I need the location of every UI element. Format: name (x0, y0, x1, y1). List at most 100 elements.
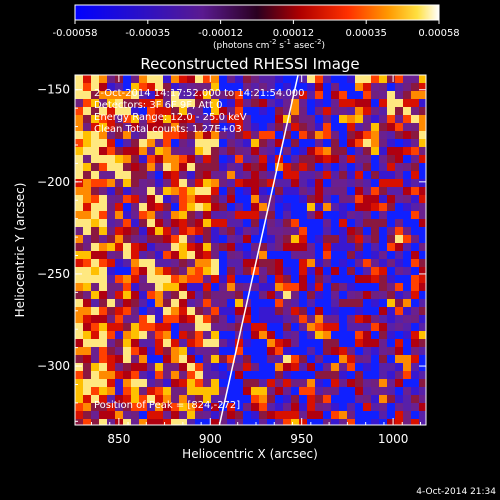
heatmap-cell (211, 163, 219, 171)
heatmap-cell (363, 299, 371, 307)
heatmap-cell (331, 203, 339, 211)
heatmap-cell (107, 307, 115, 315)
heatmap-cell (91, 299, 99, 307)
heatmap-cell (395, 411, 403, 419)
heatmap-cell (307, 331, 315, 339)
heatmap-cell (259, 155, 267, 163)
heatmap-cell (419, 259, 426, 267)
colorbar-tick-label: 0.00012 (273, 28, 314, 39)
heatmap-cell (323, 323, 331, 331)
heatmap-cell (339, 339, 347, 347)
heatmap-cell (219, 299, 227, 307)
heatmap-cell (243, 387, 251, 395)
heatmap-cell (195, 131, 203, 139)
heatmap-cell (363, 171, 371, 179)
heatmap-cell (395, 419, 403, 425)
heatmap-cell (251, 203, 259, 211)
heatmap-cell (227, 243, 235, 251)
heatmap-cell (419, 211, 426, 219)
heatmap-cell (299, 235, 307, 243)
heatmap-cell (123, 379, 131, 387)
heatmap-cell (211, 139, 219, 147)
heatmap-cell (275, 395, 283, 403)
heatmap-cell (179, 227, 187, 235)
heatmap-cell (347, 387, 355, 395)
heatmap-cell (403, 203, 411, 211)
heatmap-cell (331, 291, 339, 299)
heatmap-cell (403, 363, 411, 371)
heatmap-cell (419, 379, 426, 387)
heatmap-cell (131, 267, 139, 275)
heatmap-cell (347, 99, 355, 107)
heatmap-cell (299, 299, 307, 307)
heatmap-cell (163, 91, 171, 99)
heatmap-cell (331, 227, 339, 235)
heatmap-cell (155, 147, 163, 155)
heatmap-cell (403, 107, 411, 115)
heatmap-cell (259, 307, 267, 315)
heatmap-cell (115, 123, 123, 131)
heatmap-cell (331, 171, 339, 179)
heatmap-cell (403, 331, 411, 339)
heatmap-cell (107, 147, 115, 155)
heatmap-cell (299, 251, 307, 259)
heatmap-cell (259, 147, 267, 155)
heatmap-cell (187, 283, 195, 291)
heatmap-cell (379, 251, 387, 259)
heatmap-cell (235, 147, 243, 155)
heatmap-cell (227, 179, 235, 187)
heatmap-cell (211, 387, 219, 395)
heatmap-cell (251, 131, 259, 139)
heatmap-cell (283, 243, 291, 251)
heatmap-cell (243, 259, 251, 267)
heatmap-cell (131, 291, 139, 299)
heatmap-cell (339, 355, 347, 363)
heatmap-cell (403, 275, 411, 283)
heatmap-cell (99, 259, 107, 267)
heatmap-cell (347, 139, 355, 147)
heatmap-cell (387, 395, 395, 403)
heatmap-cell (195, 259, 203, 267)
heatmap-cell (147, 331, 155, 339)
heatmap-cell (163, 171, 171, 179)
heatmap-cell (99, 147, 107, 155)
heatmap-cell (139, 91, 147, 99)
heatmap-cell (299, 139, 307, 147)
heatmap-cell (179, 179, 187, 187)
heatmap-cell (195, 99, 203, 107)
heatmap-cell (243, 91, 251, 99)
heatmap-cell (155, 355, 163, 363)
heatmap-cell (195, 251, 203, 259)
heatmap-cell (171, 419, 179, 425)
heatmap-cell (371, 155, 379, 163)
heatmap-cell (195, 75, 203, 83)
heatmap-cell (331, 179, 339, 187)
heatmap-cell (307, 379, 315, 387)
heatmap-cell (155, 315, 163, 323)
heatmap-cell (179, 315, 187, 323)
heatmap-cell (323, 171, 331, 179)
heatmap-cell (211, 179, 219, 187)
heatmap-cell (331, 323, 339, 331)
heatmap-cell (267, 163, 275, 171)
heatmap-cell (163, 315, 171, 323)
heatmap-cell (107, 339, 115, 347)
heatmap-cell (315, 347, 323, 355)
heatmap-cell (219, 323, 227, 331)
heatmap-cell (147, 251, 155, 259)
heatmap-cell (371, 115, 379, 123)
heatmap-cell (147, 211, 155, 219)
heatmap-cell (347, 275, 355, 283)
heatmap-cell (307, 283, 315, 291)
heatmap-cell (283, 171, 291, 179)
heatmap-cell (235, 115, 243, 123)
heatmap-cell (195, 355, 203, 363)
heatmap-cell (347, 243, 355, 251)
heatmap-cell (163, 299, 171, 307)
heatmap-cell (387, 227, 395, 235)
heatmap-cell (219, 395, 227, 403)
heatmap-cell (275, 387, 283, 395)
heatmap-cell (91, 355, 99, 363)
heatmap-cell (299, 275, 307, 283)
heatmap-cell (387, 347, 395, 355)
